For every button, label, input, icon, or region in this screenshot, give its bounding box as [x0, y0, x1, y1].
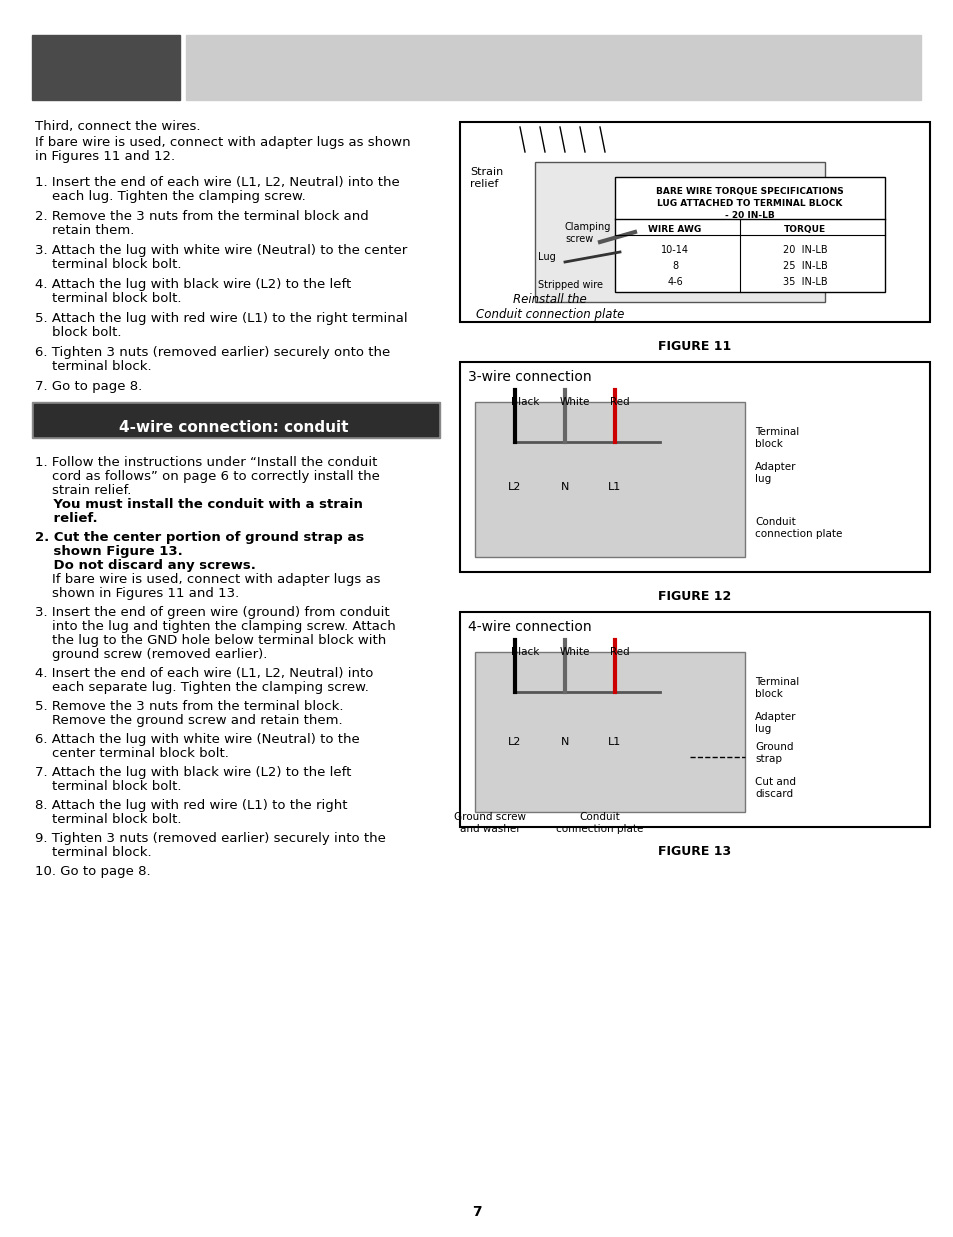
- Text: LUG ATTACHED TO TERMINAL BLOCK: LUG ATTACHED TO TERMINAL BLOCK: [657, 199, 841, 208]
- Text: WIRE AWG: WIRE AWG: [648, 225, 700, 234]
- Text: White: White: [559, 647, 590, 657]
- Bar: [475, 402, 744, 557]
- Text: Conduit
connection plate: Conduit connection plate: [754, 517, 841, 538]
- Bar: [34, 404, 437, 435]
- Text: center terminal block bolt.: center terminal block bolt.: [35, 747, 229, 760]
- Text: cord as follows” on page 6 to correctly install the: cord as follows” on page 6 to correctly …: [35, 470, 379, 482]
- Text: Conduit
connection plate: Conduit connection plate: [556, 811, 643, 834]
- Text: L1: L1: [608, 737, 621, 747]
- Text: shown in Figures 11 and 13.: shown in Figures 11 and 13.: [35, 588, 239, 600]
- Text: terminal block bolt.: terminal block bolt.: [35, 813, 181, 826]
- Text: BARE WIRE TORQUE SPECIFICATIONS: BARE WIRE TORQUE SPECIFICATIONS: [656, 187, 843, 195]
- Text: - 20 IN-LB: - 20 IN-LB: [724, 212, 774, 220]
- Text: L2: L2: [508, 482, 521, 492]
- Text: 3. Attach the lug with white wire (Neutral) to the center: 3. Attach the lug with white wire (Neutr…: [35, 244, 407, 257]
- Text: each separate lug. Tighten the clamping screw.: each separate lug. Tighten the clamping …: [35, 682, 369, 694]
- Text: 7. Attach the lug with black wire (L2) to the left: 7. Attach the lug with black wire (L2) t…: [35, 766, 351, 779]
- Text: 5. Attach the lug with red wire (L1) to the right terminal: 5. Attach the lug with red wire (L1) to …: [35, 312, 407, 325]
- Text: White: White: [559, 397, 590, 407]
- Bar: [535, 162, 824, 302]
- Text: FIGURE 11: FIGURE 11: [658, 340, 731, 353]
- Text: L2: L2: [508, 737, 521, 747]
- Text: terminal block bolt.: terminal block bolt.: [35, 259, 181, 271]
- Text: N: N: [560, 737, 569, 747]
- Text: You must install the conduit with a strain: You must install the conduit with a stra…: [35, 499, 362, 511]
- Text: terminal block bolt.: terminal block bolt.: [35, 781, 181, 793]
- Text: Cut and
discard: Cut and discard: [754, 777, 795, 799]
- Text: 9. Tighten 3 nuts (removed earlier) securely into the: 9. Tighten 3 nuts (removed earlier) secu…: [35, 833, 385, 845]
- Text: relief.: relief.: [35, 512, 97, 524]
- Text: Adapter
lug: Adapter lug: [754, 461, 796, 484]
- Bar: [615, 177, 884, 292]
- Bar: [459, 612, 929, 828]
- Text: 10-14: 10-14: [660, 245, 688, 255]
- Text: Adapter
lug: Adapter lug: [754, 713, 796, 734]
- Text: 1. Follow the instructions under “Install the conduit: 1. Follow the instructions under “Instal…: [35, 456, 377, 469]
- Text: Terminal
block: Terminal block: [754, 427, 799, 449]
- Text: 3-wire connection: 3-wire connection: [468, 370, 591, 383]
- Text: Red: Red: [610, 647, 629, 657]
- Text: ground screw (removed earlier).: ground screw (removed earlier).: [35, 648, 267, 661]
- Text: in Figures 11 and 12.: in Figures 11 and 12.: [35, 150, 175, 163]
- Text: 5. Remove the 3 nuts from the terminal block.: 5. Remove the 3 nuts from the terminal b…: [35, 700, 343, 713]
- Text: Reinstall the
Conduit connection plate: Reinstall the Conduit connection plate: [476, 293, 623, 320]
- Bar: [32, 402, 439, 438]
- Text: If bare wire is used, connect with adapter lugs as: If bare wire is used, connect with adapt…: [35, 573, 380, 586]
- Text: each lug. Tighten the clamping screw.: each lug. Tighten the clamping screw.: [35, 190, 305, 203]
- Bar: [186, 35, 920, 100]
- Text: 4-wire connection: conduit: 4-wire connection: conduit: [119, 421, 349, 435]
- Text: Black: Black: [510, 397, 538, 407]
- Text: 7. Go to page 8.: 7. Go to page 8.: [35, 380, 142, 393]
- Bar: [475, 652, 744, 811]
- Text: terminal block.: terminal block.: [35, 846, 152, 858]
- Text: 8: 8: [671, 261, 678, 271]
- Text: 35  IN-LB: 35 IN-LB: [781, 277, 826, 287]
- Text: N: N: [560, 482, 569, 492]
- Bar: [459, 122, 929, 322]
- Text: 7: 7: [472, 1205, 481, 1218]
- Text: 6. Tighten 3 nuts (removed earlier) securely onto the: 6. Tighten 3 nuts (removed earlier) secu…: [35, 346, 390, 359]
- Text: retain them.: retain them.: [35, 224, 134, 238]
- Text: into the lug and tighten the clamping screw. Attach: into the lug and tighten the clamping sc…: [35, 620, 395, 633]
- Text: If bare wire is used, connect with adapter lugs as shown: If bare wire is used, connect with adapt…: [35, 136, 410, 148]
- Text: terminal block bolt.: terminal block bolt.: [35, 292, 181, 306]
- Text: Third, connect the wires.: Third, connect the wires.: [35, 120, 200, 134]
- Bar: [459, 362, 929, 571]
- Text: 10. Go to page 8.: 10. Go to page 8.: [35, 865, 151, 878]
- Text: 2. Cut the center portion of ground strap as: 2. Cut the center portion of ground stra…: [35, 531, 364, 544]
- Text: FIGURE 12: FIGURE 12: [658, 590, 731, 602]
- Text: 2. Remove the 3 nuts from the terminal block and: 2. Remove the 3 nuts from the terminal b…: [35, 210, 369, 223]
- Text: 1. Insert the end of each wire (L1, L2, Neutral) into the: 1. Insert the end of each wire (L1, L2, …: [35, 176, 399, 189]
- Text: 4. Insert the end of each wire (L1, L2, Neutral) into: 4. Insert the end of each wire (L1, L2, …: [35, 667, 373, 680]
- Text: terminal block.: terminal block.: [35, 360, 152, 374]
- Text: TORQUE: TORQUE: [783, 225, 825, 234]
- Text: Clamping
screw: Clamping screw: [564, 221, 611, 244]
- Text: strain relief.: strain relief.: [35, 484, 132, 497]
- Text: the lug to the GND hole below terminal block with: the lug to the GND hole below terminal b…: [35, 635, 386, 647]
- Text: Black: Black: [510, 647, 538, 657]
- Text: Remove the ground screw and retain them.: Remove the ground screw and retain them.: [35, 714, 342, 727]
- Text: Red: Red: [610, 397, 629, 407]
- Text: 4. Attach the lug with black wire (L2) to the left: 4. Attach the lug with black wire (L2) t…: [35, 278, 351, 291]
- Text: Ground screw
and washer: Ground screw and washer: [454, 811, 525, 834]
- Text: block bolt.: block bolt.: [35, 327, 121, 339]
- Text: 20  IN-LB: 20 IN-LB: [781, 245, 826, 255]
- Text: FIGURE 13: FIGURE 13: [658, 845, 731, 858]
- Text: Strain
relief: Strain relief: [470, 167, 503, 188]
- Text: 4-6: 4-6: [666, 277, 682, 287]
- Text: shown Figure 13.: shown Figure 13.: [35, 546, 183, 558]
- Text: Ground
strap: Ground strap: [754, 742, 793, 763]
- Bar: [32, 35, 180, 100]
- Text: Lug: Lug: [537, 252, 556, 262]
- Text: 3. Insert the end of green wire (ground) from conduit: 3. Insert the end of green wire (ground)…: [35, 606, 389, 618]
- Text: 6. Attach the lug with white wire (Neutral) to the: 6. Attach the lug with white wire (Neutr…: [35, 734, 359, 746]
- Text: Do not discard any screws.: Do not discard any screws.: [35, 559, 255, 571]
- Text: 4-wire connection: 4-wire connection: [468, 620, 591, 635]
- Text: Stripped wire: Stripped wire: [537, 280, 602, 289]
- Text: L1: L1: [608, 482, 621, 492]
- Text: 8. Attach the lug with red wire (L1) to the right: 8. Attach the lug with red wire (L1) to …: [35, 799, 347, 811]
- Text: 25  IN-LB: 25 IN-LB: [781, 261, 826, 271]
- Text: Terminal
block: Terminal block: [754, 677, 799, 699]
